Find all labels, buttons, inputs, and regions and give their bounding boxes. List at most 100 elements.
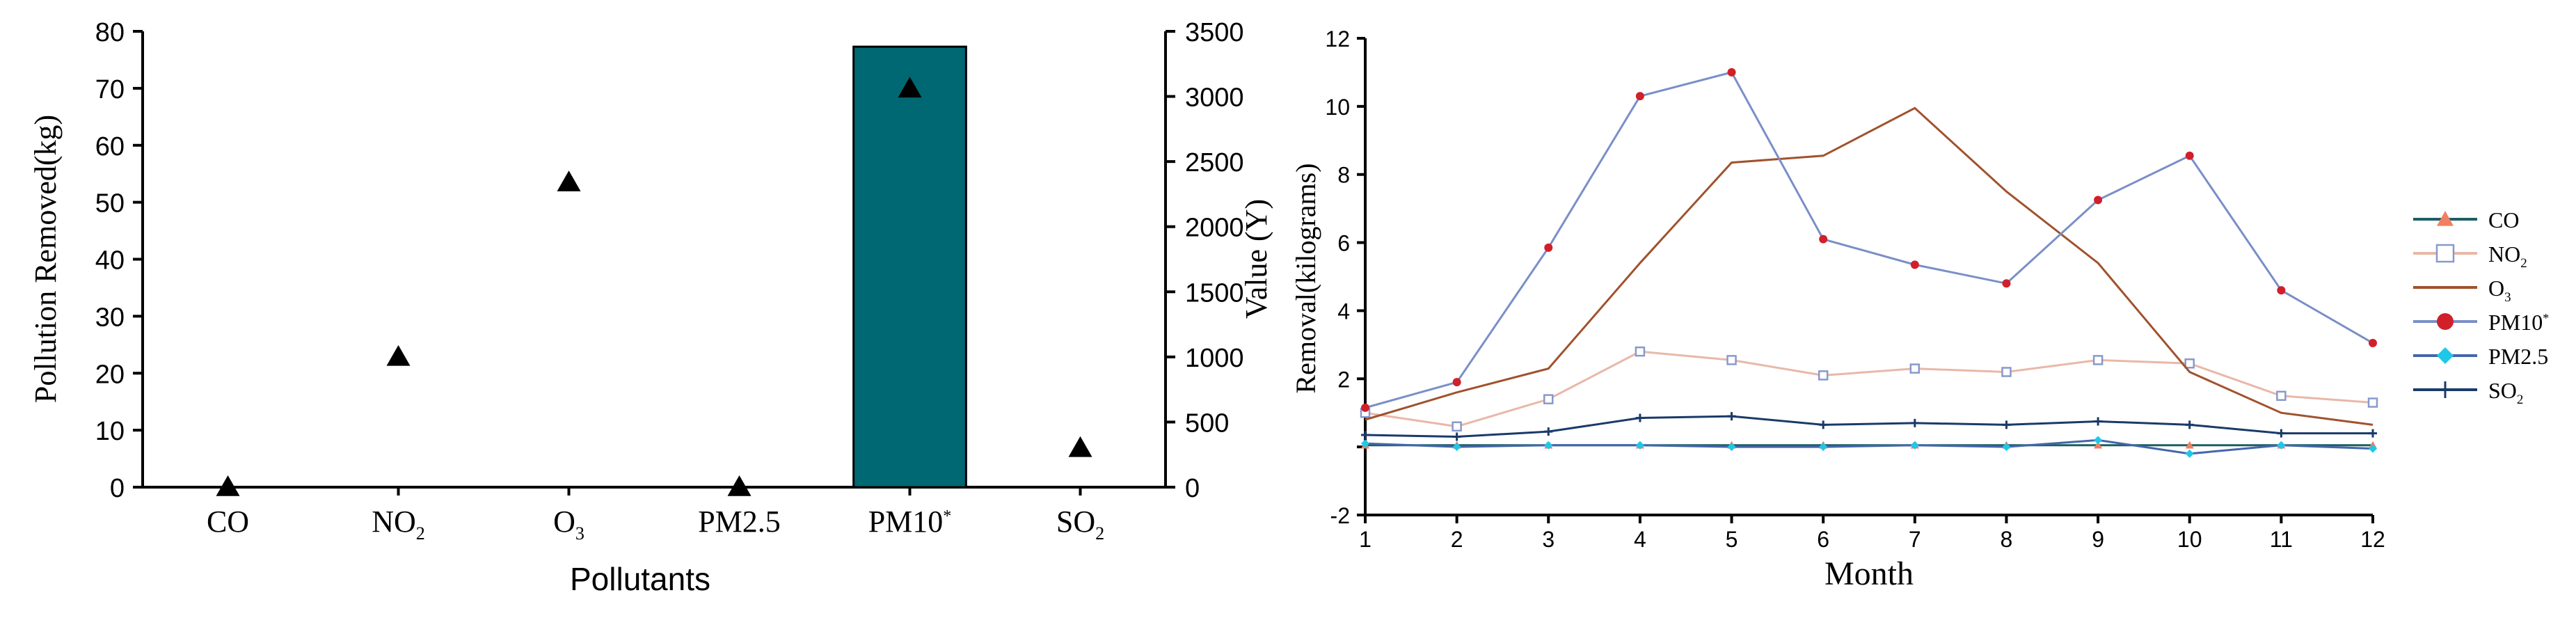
left-x-tick-label: NO2: [372, 505, 425, 544]
left-y2-tick-label: 2000: [1185, 214, 1244, 243]
data-point-pm10: [1452, 378, 1461, 387]
data-point-so2: [2369, 429, 2377, 438]
left-triangle-marker: [557, 171, 581, 191]
data-point-pm2-5: [2185, 449, 2194, 458]
legend-label-so2: SO2: [2488, 378, 2523, 407]
left-x-tick-label: PM10*: [868, 505, 952, 539]
legend-marker-no2: [2435, 244, 2455, 263]
data-point-no2: [2276, 390, 2287, 401]
data-point-pm2-5: [1819, 443, 1828, 452]
right-x-tick-label: 8: [2001, 527, 2013, 552]
right-x-axis-label: Month: [1824, 555, 1914, 592]
data-point-so2: [2094, 417, 2103, 426]
legend-label-co: CO: [2488, 207, 2519, 232]
right-x-tick-label: 7: [1909, 527, 1921, 552]
data-point-pm2-5: [1544, 441, 1553, 450]
legend-label-pm10: PM10*: [2488, 310, 2549, 335]
data-point-pm10: [1635, 92, 1644, 101]
data-point-pm10: [2369, 338, 2377, 347]
data-point-no2: [2184, 358, 2195, 369]
data-point-so2: [2002, 420, 2011, 429]
data-point-pm2-5: [1635, 441, 1644, 450]
right-y-tick-label: 8: [1337, 163, 1350, 188]
data-point-pm2-5: [1910, 441, 1919, 450]
series-line-no2: [1365, 350, 2374, 428]
data-point-pm2-5: [2369, 444, 2377, 453]
right-y-tick-label: 12: [1325, 26, 1350, 52]
left-bar: [852, 45, 967, 489]
series-line-o3: [1365, 106, 2374, 426]
legend-marker-co: [2437, 211, 2454, 226]
legend-label-pm2-5: PM2.5: [2488, 344, 2548, 369]
data-point-so2: [1727, 412, 1736, 421]
left-x-tick-label: SO2: [1056, 505, 1104, 544]
left-chart: 0 10 20 30 40 50 60 70 80 0 500 1000 1500 2000 2500 30…: [29, 18, 1273, 597]
data-point-pm2-5: [1727, 443, 1736, 452]
data-point-no2: [2367, 397, 2378, 408]
right-x-tick-label: 4: [1634, 527, 1646, 552]
data-point-so2: [1361, 431, 1369, 440]
legend-label-o3: O3: [2488, 276, 2511, 305]
right-x-tick-label: 3: [1542, 527, 1555, 552]
right-x-tick-label: 6: [1817, 527, 1829, 552]
data-point-co: [2185, 441, 2194, 449]
right-x-tick-label: 12: [2360, 527, 2385, 552]
left-y2-tick-label: 3000: [1185, 84, 1244, 113]
right-y-tick-label: 6: [1337, 231, 1350, 256]
left-triangle-marker: [727, 475, 752, 496]
data-point-no2: [1726, 355, 1737, 365]
left-y-tick-label: 70: [95, 75, 125, 104]
right-y-tick-label: 4: [1337, 299, 1350, 324]
left-y2-tick-label: 500: [1185, 409, 1229, 438]
left-y-tick-label: 60: [95, 132, 125, 161]
data-point-no2: [1543, 394, 1554, 404]
data-point-pm10: [1361, 403, 1369, 412]
series-line-so2: [1365, 415, 2373, 438]
legend-marker-so2: [2437, 381, 2454, 398]
right-y-axis-label: Removal(kilograms): [1290, 163, 1321, 393]
data-point-pm2-5: [2094, 436, 2103, 445]
data-point-pm10: [1727, 68, 1736, 77]
data-point-pm2-5: [1361, 439, 1369, 448]
data-point-no2: [2092, 355, 2104, 365]
left-triangle-marker: [1068, 436, 1092, 457]
left-y-tick-label: 30: [95, 303, 125, 332]
right-y-tick-label: 10: [1325, 95, 1350, 120]
left-y-tick-label: 50: [95, 189, 125, 219]
data-point-no2: [1452, 421, 1462, 432]
right-x-tick-label: 1: [1359, 527, 1372, 552]
left-triangle-marker: [386, 344, 411, 366]
data-point-no2: [1635, 346, 1646, 357]
left-y-tick-label: 20: [95, 360, 125, 389]
legend-marker-pm10: [2437, 313, 2454, 330]
right-x-tick-label: 10: [2177, 527, 2202, 552]
data-point-so2: [2277, 429, 2286, 438]
data-point-pm2-5: [2277, 441, 2286, 450]
left-y2-tick-label: 1000: [1185, 344, 1244, 373]
data-point-pm10: [2002, 279, 2011, 288]
data-point-so2: [2185, 420, 2194, 429]
left-x-tick-label: PM2.5: [698, 505, 781, 539]
legend: CO NO2 O3 PM10* PM2.5 SO2: [2413, 207, 2549, 407]
data-point-co: [2094, 441, 2103, 449]
data-point-so2: [1635, 413, 1644, 422]
left-x-tick-label: O3: [553, 505, 585, 544]
right-x-tick-label: 2: [1451, 527, 1463, 552]
left-y2-axis-label: Value (Y): [1239, 199, 1273, 319]
left-y-tick-label: 10: [95, 417, 125, 446]
data-point-pm10: [1910, 260, 1919, 269]
right-x-tick-label: 5: [1726, 527, 1738, 552]
left-y-tick-label: 80: [95, 18, 125, 47]
legend-marker-pm2-5: [2437, 347, 2454, 364]
left-triangle-marker: [898, 77, 922, 98]
data-point-so2: [1544, 427, 1553, 436]
data-point-pm10: [1819, 235, 1828, 244]
left-y-axis-label: Pollution Removed(kg): [29, 115, 63, 403]
right-y-tick-label: 2: [1337, 367, 1350, 392]
data-point-so2: [1452, 432, 1461, 441]
left-y-tick-label: 0: [110, 474, 125, 503]
left-triangle-marker: [216, 475, 240, 496]
data-point-pm2-5: [2002, 443, 2011, 452]
